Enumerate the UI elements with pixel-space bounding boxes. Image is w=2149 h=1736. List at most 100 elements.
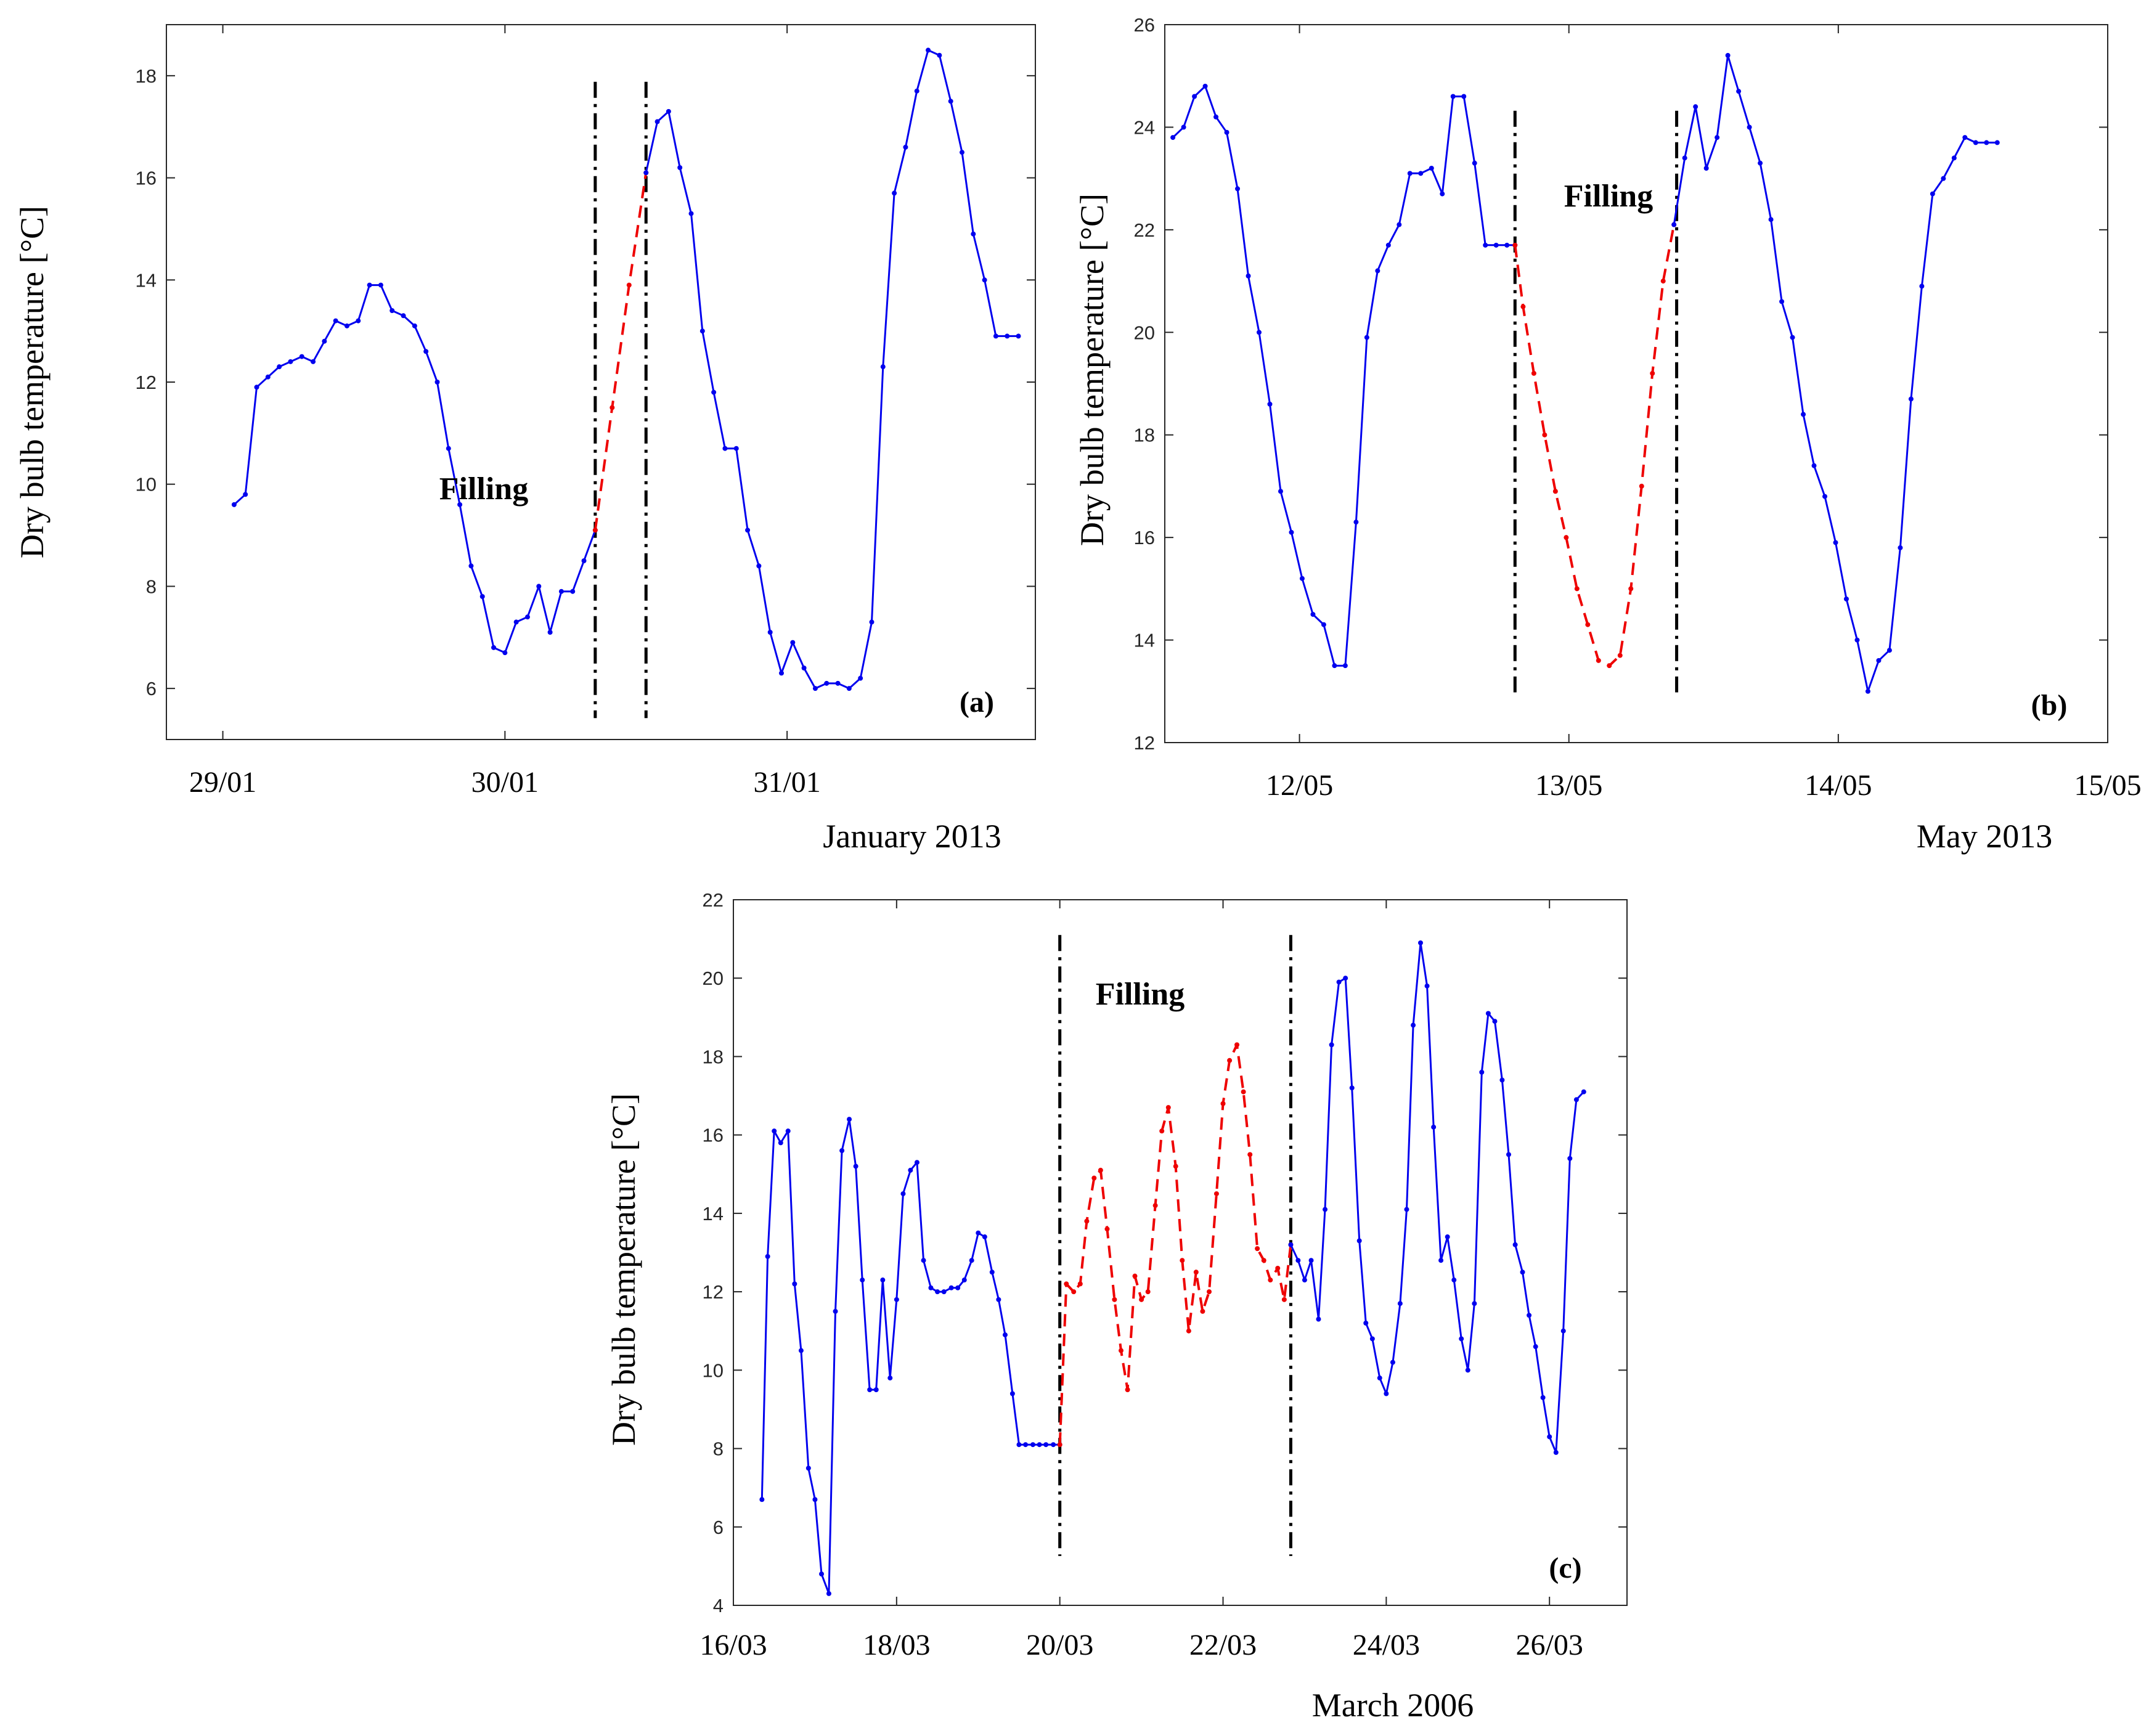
x-tick-label: 16/03 [699, 1629, 767, 1661]
measured-data-point [858, 675, 863, 681]
measured-data-point [1418, 171, 1424, 176]
measured-data-point [1005, 333, 1010, 339]
measured-data-point [1329, 1042, 1334, 1048]
filled-data-point [1607, 663, 1612, 669]
y-tick-label: 6 [146, 678, 157, 699]
measured-data-point [265, 374, 271, 380]
y-tick-label: 10 [136, 474, 157, 495]
measured-series-line [1673, 54, 1997, 693]
measured-data-point [759, 1497, 765, 1502]
measured-data-point [935, 1289, 940, 1295]
measured-series-line [1172, 85, 1515, 667]
measured-data-point [900, 1191, 906, 1197]
measured-data-point [853, 1163, 858, 1169]
filled-data-point [1241, 1089, 1246, 1094]
measured-data-point [1930, 191, 1935, 197]
plot-frame [1164, 24, 2108, 743]
measured-data-point [1671, 222, 1677, 227]
y-tick-label: 16 [136, 168, 157, 189]
measured-data-point [948, 1285, 954, 1290]
measured-data-point [1404, 1207, 1409, 1212]
measured-data-point [1493, 242, 1499, 248]
filled-data-point [1118, 1348, 1123, 1353]
measured-data-point [311, 359, 316, 364]
measured-data-point [948, 99, 953, 104]
measured-data-point [699, 328, 705, 334]
measured-data-point [1278, 489, 1283, 494]
measured-data-point [1295, 1258, 1301, 1263]
measured-data-point [1736, 89, 1742, 94]
measured-data-point [412, 323, 417, 328]
measured-data-point [1002, 1332, 1008, 1338]
measured-data-point [847, 1117, 852, 1122]
measured-data-point [457, 502, 463, 507]
measured-data-point [903, 144, 908, 150]
measured-data-point [955, 1285, 961, 1290]
y-tick-label: 14 [1134, 630, 1155, 651]
measured-data-point [1364, 335, 1369, 340]
measured-data-point [1181, 124, 1186, 130]
filled-data-point [1132, 1273, 1138, 1279]
measured-data-point [1693, 104, 1698, 110]
measured-data-point [1424, 983, 1430, 988]
x-tick-label: 29/01 [189, 766, 256, 799]
measured-data-point [288, 359, 293, 364]
filled-data-point [1574, 586, 1580, 592]
measured-data-point [356, 318, 361, 324]
measured-data-point [1811, 463, 1817, 468]
filled-data-point [1660, 279, 1666, 284]
measured-data-point [1246, 273, 1251, 279]
filled-data-point [1077, 1281, 1083, 1287]
y-axis-title: Dry bulb temperature [°C] [14, 206, 51, 558]
filled-data-point [1071, 1289, 1077, 1295]
measured-data-point [1356, 1238, 1362, 1244]
measured-data-point [254, 385, 259, 390]
measured-data-point [688, 211, 694, 216]
y-tick-label: 16 [703, 1125, 724, 1146]
measured-data-point [1973, 140, 1978, 145]
filled-data-point [1057, 1442, 1062, 1448]
filled-series-line [593, 173, 648, 531]
panel-label: (b) [2031, 689, 2068, 722]
y-tick-label: 4 [713, 1595, 724, 1616]
measured-data-point [1898, 545, 1903, 550]
x-tick-label: 24/03 [1353, 1629, 1420, 1661]
filled-data-point [1617, 653, 1623, 658]
measured-data-point [1492, 1019, 1498, 1024]
measured-data-point [344, 323, 349, 328]
measured-data-point [1192, 94, 1197, 99]
measured-data-point [961, 1278, 967, 1283]
filled-data-point [610, 405, 615, 410]
measured-data-point [1758, 160, 1763, 166]
filled-data-point [1255, 1246, 1260, 1252]
filled-data-point [1281, 1297, 1287, 1302]
measured-data-point [778, 670, 784, 676]
measured-data-point [1747, 124, 1752, 130]
filled-data-point [1247, 1152, 1253, 1157]
measured-data-point [1289, 529, 1294, 535]
measured-data-point [1224, 129, 1229, 135]
filled-data-point [1145, 1289, 1151, 1295]
measured-data-point [1547, 1434, 1552, 1440]
measured-data-point [367, 282, 372, 288]
measured-data-point [1310, 611, 1316, 617]
measured-data-point [654, 119, 660, 124]
measured-data-point [1321, 622, 1326, 627]
measured-data-point [1342, 663, 1348, 669]
measured-data-point [1833, 540, 1838, 545]
filling-annotation: Filling [439, 471, 528, 507]
filled-series-line [1058, 1043, 1292, 1445]
measured-data-point [921, 1258, 926, 1263]
measured-data-point [1520, 1269, 1525, 1275]
measured-data-point [971, 231, 976, 237]
filling-annotation: Filling [1564, 179, 1653, 214]
measured-data-point [1768, 217, 1774, 222]
measured-data-point [1377, 1375, 1382, 1381]
measured-data-point [1483, 242, 1488, 248]
measured-data-point [801, 666, 807, 670]
filled-data-point [1173, 1163, 1178, 1169]
measured-data-point [1533, 1344, 1538, 1350]
measured-data-point [839, 1148, 845, 1154]
filled-data-point [1531, 370, 1536, 376]
measured-data-point [570, 589, 576, 594]
